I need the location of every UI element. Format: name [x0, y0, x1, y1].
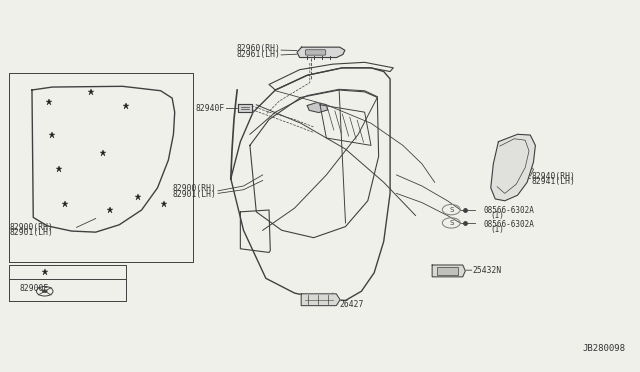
- Text: 08566-6302A: 08566-6302A: [483, 220, 534, 229]
- Text: 82941(LH): 82941(LH): [532, 177, 575, 186]
- Text: 82901(LH): 82901(LH): [173, 190, 217, 199]
- Text: S: S: [449, 220, 454, 226]
- Polygon shape: [307, 103, 328, 112]
- Text: JB280098: JB280098: [583, 344, 626, 353]
- Polygon shape: [297, 47, 345, 58]
- Text: 82960(RH): 82960(RH): [237, 44, 280, 53]
- Polygon shape: [301, 294, 340, 306]
- Text: 82961(LH): 82961(LH): [237, 50, 280, 59]
- Text: 82901(LH): 82901(LH): [10, 228, 54, 237]
- Polygon shape: [238, 104, 252, 112]
- Text: 82940(RH): 82940(RH): [532, 171, 575, 180]
- Text: S: S: [449, 206, 454, 213]
- Text: (1): (1): [491, 225, 505, 234]
- Text: 08566-6302A: 08566-6302A: [483, 206, 534, 215]
- Text: 82900(RH): 82900(RH): [10, 223, 54, 232]
- Circle shape: [42, 290, 47, 293]
- Text: 82900F: 82900F: [19, 284, 49, 293]
- Polygon shape: [432, 265, 465, 277]
- Text: 25432N: 25432N: [473, 266, 502, 275]
- Bar: [436, 267, 458, 275]
- FancyBboxPatch shape: [305, 50, 326, 55]
- Text: 26427: 26427: [339, 300, 364, 310]
- Text: 82900(RH): 82900(RH): [173, 184, 217, 193]
- Text: (1): (1): [491, 211, 505, 220]
- Polygon shape: [491, 134, 536, 201]
- Text: 82940F: 82940F: [195, 104, 225, 113]
